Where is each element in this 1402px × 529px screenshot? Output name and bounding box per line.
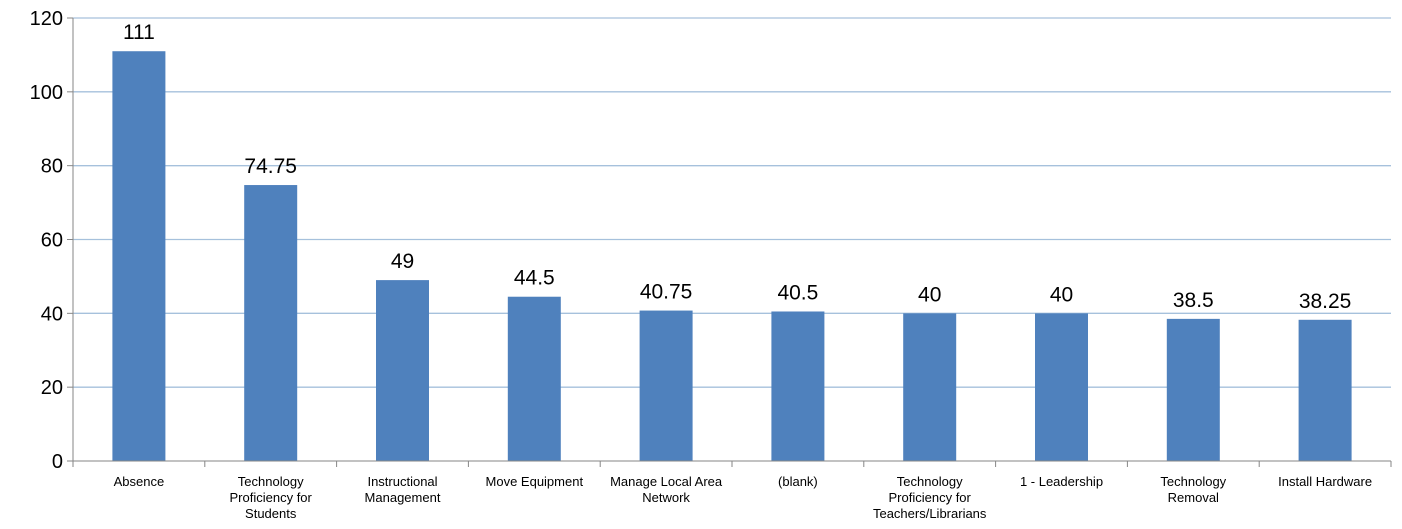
- y-tick-label: 0: [52, 451, 63, 473]
- bar: [771, 311, 825, 461]
- x-tick-label-line: Install Hardware: [1278, 474, 1372, 489]
- x-tick-label: Manage Local Area Network: [610, 474, 723, 505]
- x-tick-label: Install Hardware: [1278, 474, 1372, 489]
- bar: [376, 280, 429, 461]
- x-tick-label-line: Proficiency for: [889, 490, 972, 505]
- y-tick-label: 80: [41, 156, 63, 178]
- x-tick-label: Move Equipment: [486, 474, 584, 489]
- data-label: 49: [391, 250, 414, 273]
- x-tick-label: Technology Proficiency for Teachers/Librar…: [873, 474, 987, 521]
- data-label: 74.75: [244, 155, 297, 178]
- data-label: 40.75: [640, 281, 693, 304]
- data-label: 38.5: [1173, 289, 1214, 312]
- bars: [112, 51, 1352, 461]
- x-tick-label-line: Proficiency for: [230, 490, 313, 505]
- bar: [1298, 319, 1352, 461]
- x-tick-label: 1 - Leadership: [1020, 474, 1103, 489]
- x-tick-label-line: Management: [365, 490, 441, 505]
- x-tick-label-line: Manage Local Area: [610, 474, 723, 489]
- data-label: 40: [918, 283, 941, 306]
- y-tick-label: 120: [30, 8, 63, 30]
- y-tick-label: 60: [41, 230, 63, 252]
- x-tick-label-line: Network: [642, 490, 690, 505]
- bar: [507, 296, 561, 461]
- bar: [112, 51, 166, 461]
- x-tick-label: (blank): [778, 474, 818, 489]
- bar: [639, 310, 693, 461]
- x-tick-label-line: Absence: [114, 474, 165, 489]
- x-tick-label-line: Teachers/Librarians: [873, 506, 987, 521]
- x-tick-label-line: Instructional: [367, 474, 437, 489]
- data-label: 44.5: [514, 267, 555, 290]
- data-label: 40: [1050, 283, 1073, 306]
- x-tick-label-line: Students: [245, 506, 297, 521]
- x-tick-label-line: Removal: [1168, 490, 1219, 505]
- x-tick-label: Technology Removal: [1160, 474, 1226, 505]
- data-label: 111: [123, 21, 155, 44]
- bar: [903, 313, 957, 461]
- x-tick-label: Technology Proficiency for Students: [230, 474, 313, 521]
- x-tick-label-line: (blank): [778, 474, 818, 489]
- data-label: 38.25: [1299, 290, 1352, 313]
- axes: [67, 17, 1392, 467]
- y-tick-label: 100: [30, 82, 63, 104]
- x-tick-label: Instructional Management: [365, 474, 441, 505]
- x-tick-label-line: Technology: [1160, 474, 1226, 489]
- y-tick-label: 20: [41, 377, 63, 399]
- bar: [1035, 313, 1088, 461]
- bar: [1166, 318, 1220, 461]
- x-tick-label: Absence: [114, 474, 165, 489]
- x-tick-label-line: Technology: [238, 474, 304, 489]
- y-tick-label: 40: [41, 303, 63, 325]
- bar: [244, 185, 298, 461]
- labels: 0 20 40 60 80 100 120 111 Absence 74.75 Technology…: [30, 8, 1372, 521]
- x-tick-label-line: 1 - Leadership: [1020, 474, 1103, 489]
- x-tick-label-line: Move Equipment: [486, 474, 584, 489]
- data-label: 40.5: [777, 281, 818, 304]
- x-tick-label-line: Technology: [897, 474, 963, 489]
